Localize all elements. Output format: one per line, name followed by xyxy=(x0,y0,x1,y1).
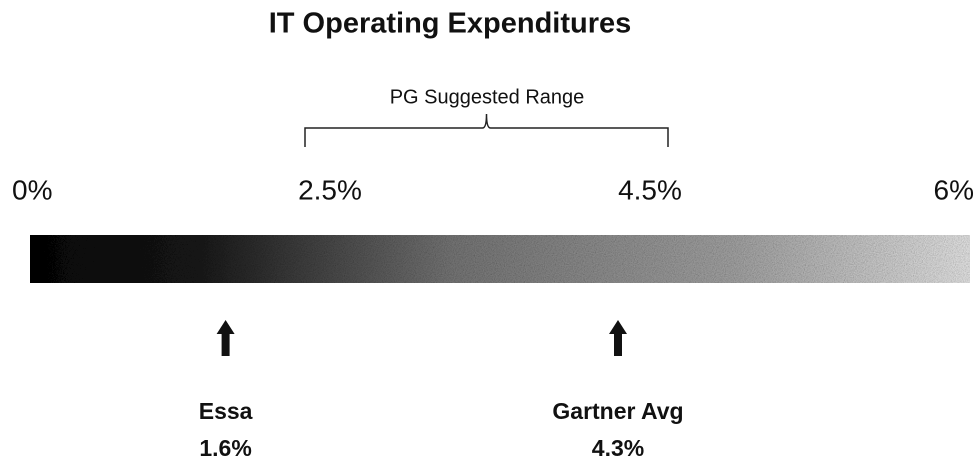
marker-name: Gartner Avg xyxy=(552,398,683,424)
tick-label: 4.5% xyxy=(618,174,682,205)
marker-label: 1.6% xyxy=(199,435,251,461)
scale-bar xyxy=(30,235,970,283)
marker-arrow xyxy=(609,320,627,356)
marker-arrow xyxy=(216,320,235,356)
title: IT Operating Expenditures xyxy=(269,8,632,40)
tick-label: 6% xyxy=(934,174,974,205)
tick-label: 2.5% xyxy=(298,174,362,205)
range-label: PG Suggested Range xyxy=(390,86,585,108)
marker-label: 4.3% xyxy=(592,435,644,461)
tick-label: 0% xyxy=(12,174,52,205)
range-bracket xyxy=(304,113,669,147)
marker-name: Essa xyxy=(199,398,253,424)
